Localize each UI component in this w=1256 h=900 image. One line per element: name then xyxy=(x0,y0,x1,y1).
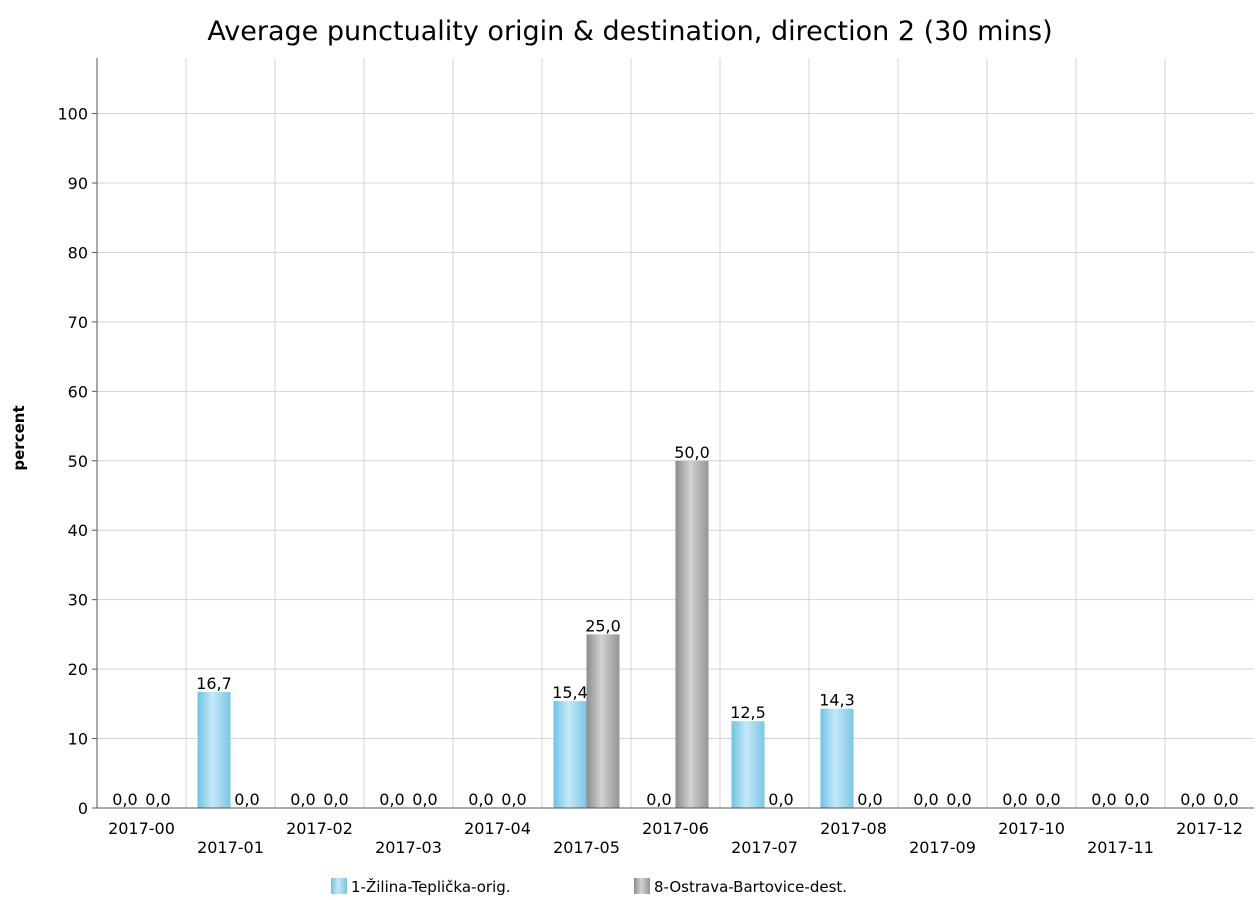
data-label: 15,4 xyxy=(552,683,588,702)
data-label: 0,0 xyxy=(290,790,315,809)
y-tick-label: 20 xyxy=(68,660,88,679)
y-tick-label: 50 xyxy=(68,452,88,471)
data-label: 16,7 xyxy=(196,674,232,693)
y-tick-label: 10 xyxy=(68,730,88,749)
bar xyxy=(197,692,231,808)
y-axis-label: percent xyxy=(10,405,28,470)
data-label: 0,0 xyxy=(1035,790,1060,809)
x-tick-label: 2017-02 xyxy=(286,819,353,838)
data-label: 25,0 xyxy=(585,616,621,635)
x-tick-label: 2017-11 xyxy=(1087,838,1154,857)
bar xyxy=(820,708,854,808)
data-label: 0,0 xyxy=(1091,790,1116,809)
bars xyxy=(197,460,854,808)
x-tick-label: 2017-06 xyxy=(642,819,709,838)
data-label: 0,0 xyxy=(468,790,493,809)
y-tick-label: 40 xyxy=(68,521,88,540)
data-label: 0,0 xyxy=(412,790,437,809)
data-label: 0,0 xyxy=(646,790,671,809)
bar xyxy=(731,721,765,808)
axes: 0 10 20 30 40 50 60 70 80 90 100 2017-00 2017-01 2017… xyxy=(57,58,1254,857)
y-tick-label: 100 xyxy=(57,105,88,124)
data-label: 14,3 xyxy=(819,691,855,710)
x-tick-label: 2017-04 xyxy=(464,819,531,838)
y-tick-label: 0 xyxy=(78,799,88,818)
y-tick-label: 80 xyxy=(68,243,88,262)
data-label: 0,0 xyxy=(379,790,404,809)
data-label: 0,0 xyxy=(145,790,170,809)
bar xyxy=(675,460,709,808)
legend-label: 1-Žilina-Teplička-orig. xyxy=(351,877,511,896)
data-label: 0,0 xyxy=(112,790,137,809)
x-tick-label: 2017-05 xyxy=(553,838,620,857)
data-label: 50,0 xyxy=(674,443,710,462)
legend-swatch xyxy=(634,878,650,894)
data-label: 0,0 xyxy=(1124,790,1149,809)
y-tick-label: 70 xyxy=(68,313,88,332)
data-label: 0,0 xyxy=(323,790,348,809)
legend: 1-Žilina-Teplička-orig. 8-Ostrava-Bartovi… xyxy=(331,877,847,896)
x-tick-label: 2017-09 xyxy=(909,838,976,857)
x-tick-label: 2017-00 xyxy=(108,819,175,838)
data-label: 0,0 xyxy=(857,790,882,809)
data-label: 12,5 xyxy=(730,703,766,722)
x-tick-label: 2017-03 xyxy=(375,838,442,857)
y-tick-label: 90 xyxy=(68,174,88,193)
data-label: 0,0 xyxy=(1002,790,1027,809)
data-label: 0,0 xyxy=(946,790,971,809)
data-label: 0,0 xyxy=(913,790,938,809)
legend-label: 8-Ostrava-Bartovice-dest. xyxy=(654,878,847,896)
x-tick-label: 2017-10 xyxy=(998,819,1065,838)
chart-title: Average punctuality origin & destination… xyxy=(207,16,1052,47)
value-labels: 0,0 16,7 0,0 0,0 0,0 15,4 0,0 12,5 14,3 0,0 0,0 0,0… xyxy=(112,443,1238,809)
data-label: 0,0 xyxy=(1180,790,1205,809)
x-tick-label: 2017-12 xyxy=(1176,819,1243,838)
data-label: 0,0 xyxy=(1213,790,1238,809)
data-label: 0,0 xyxy=(501,790,526,809)
bar xyxy=(553,701,587,808)
x-tick-label: 2017-08 xyxy=(820,819,887,838)
y-tick-label: 60 xyxy=(68,382,88,401)
legend-swatch xyxy=(331,878,347,894)
data-label: 0,0 xyxy=(768,790,793,809)
data-label: 0,0 xyxy=(234,790,259,809)
grid xyxy=(97,58,1254,808)
x-tick-label: 2017-01 xyxy=(197,838,264,857)
bar xyxy=(586,634,620,808)
x-tick-label: 2017-07 xyxy=(731,838,798,857)
y-tick-label: 30 xyxy=(68,591,88,610)
